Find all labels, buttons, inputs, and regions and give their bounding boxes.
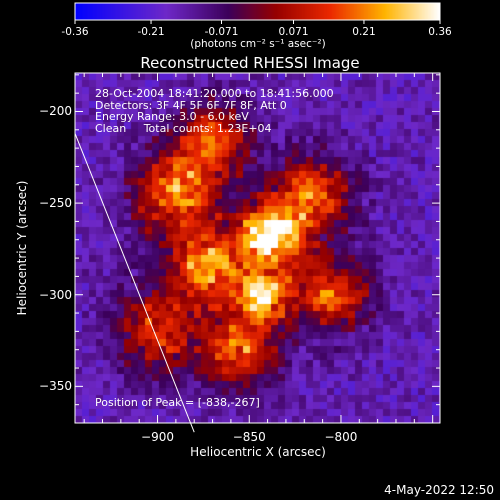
colorbar-tick-label: -0.36 (61, 26, 89, 38)
colorbar-unit-label: (photons cm⁻² s⁻¹ asec⁻²) (190, 38, 326, 50)
colorbar-tick-label: 0.36 (428, 26, 452, 38)
colorbar-tick-label: -0.071 (204, 26, 239, 38)
plot-frame (74, 72, 441, 424)
energy-range: Energy Range: 3.0 - 6.0 keV (95, 110, 249, 123)
x-axis-label: Heliocentric X (arcsec) (190, 445, 326, 459)
y-tick-label: −250 (39, 196, 72, 211)
clean-counts: Clean Total counts: 1.23E+04 (95, 121, 272, 135)
solar-limb-line (74, 133, 195, 433)
time-range: 28-Oct-2004 18:41:20.000 to 18:41:56.000 (95, 87, 334, 100)
y-axis-label: Heliocentric Y (arcsec) (15, 180, 29, 316)
y-tick-label: −350 (39, 379, 72, 394)
y-tick-label: −300 (39, 287, 72, 302)
x-tick-label: −850 (232, 430, 266, 444)
peak-position-label: Position of Peak = [-838,-267] (95, 396, 260, 409)
colorbar-frame (74, 2, 441, 21)
colorbar-tick-label: 0.071 (278, 26, 309, 38)
detectors: Detectors: 3F 4F 5F 6F 7F 8F, Att 0 (95, 98, 287, 112)
chart-title: Reconstructed RHESSI Image (140, 54, 360, 72)
timestamp: 4-May-2022 12:50 (384, 483, 494, 497)
colorbar-tick-label: 0.21 (352, 26, 376, 38)
y-tick-label: −200 (39, 104, 72, 119)
colorbar (75, 3, 440, 20)
colorbar-tick-label: -0.21 (137, 26, 165, 38)
observation-info: 28-Oct-2004 18:41:20.000 to 18:41:56.000… (95, 88, 334, 134)
x-tick-label: −800 (324, 430, 358, 444)
x-tick-label: −900 (141, 430, 175, 444)
heatmap-image (75, 73, 440, 423)
